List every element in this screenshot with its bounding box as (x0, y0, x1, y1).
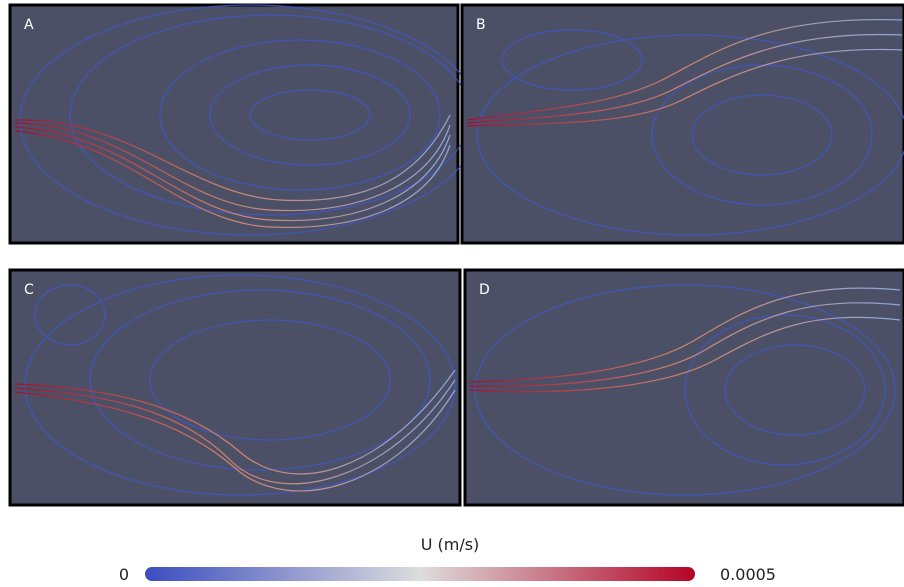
colorbar-title: U (m/s) (421, 535, 480, 554)
panel-b: B (460, 3, 904, 245)
panel-a: A (8, 3, 481, 245)
colorbar (145, 567, 695, 581)
panel-label: B (476, 17, 486, 33)
colorbar-min: 0 (119, 565, 129, 584)
panel-d: D (463, 268, 904, 507)
colorbar-max: 0.0005 (720, 565, 776, 584)
panel-label: A (24, 17, 34, 33)
panel-label: C (24, 282, 34, 298)
panel-label: D (479, 282, 490, 298)
panel-c: C (8, 268, 462, 507)
